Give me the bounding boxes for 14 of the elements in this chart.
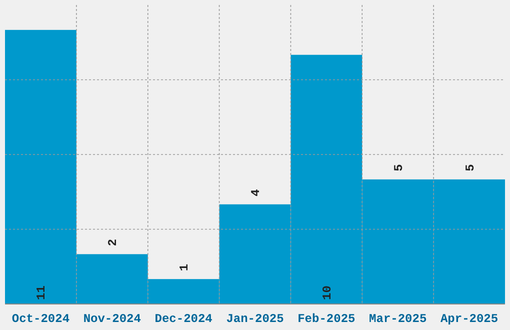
x-tick-label: Dec-2024 bbox=[154, 312, 212, 326]
x-tick-label: Jan-2025 bbox=[226, 312, 284, 326]
data-label: 11 bbox=[34, 286, 49, 300]
x-tick-label: Oct-2024 bbox=[12, 312, 70, 326]
x-tick-label: Mar-2025 bbox=[369, 312, 427, 326]
data-label: 5 bbox=[392, 164, 406, 172]
data-label: 2 bbox=[106, 238, 120, 246]
data-label: 10 bbox=[320, 286, 334, 300]
x-tick-label: Feb-2025 bbox=[298, 312, 356, 326]
data-label: 1 bbox=[178, 264, 192, 272]
data-label: 5 bbox=[463, 164, 478, 172]
data-label: 4 bbox=[249, 189, 263, 196]
x-tick-label: Apr-2025 bbox=[440, 312, 498, 326]
x-tick-label: Nov-2024 bbox=[83, 312, 141, 326]
